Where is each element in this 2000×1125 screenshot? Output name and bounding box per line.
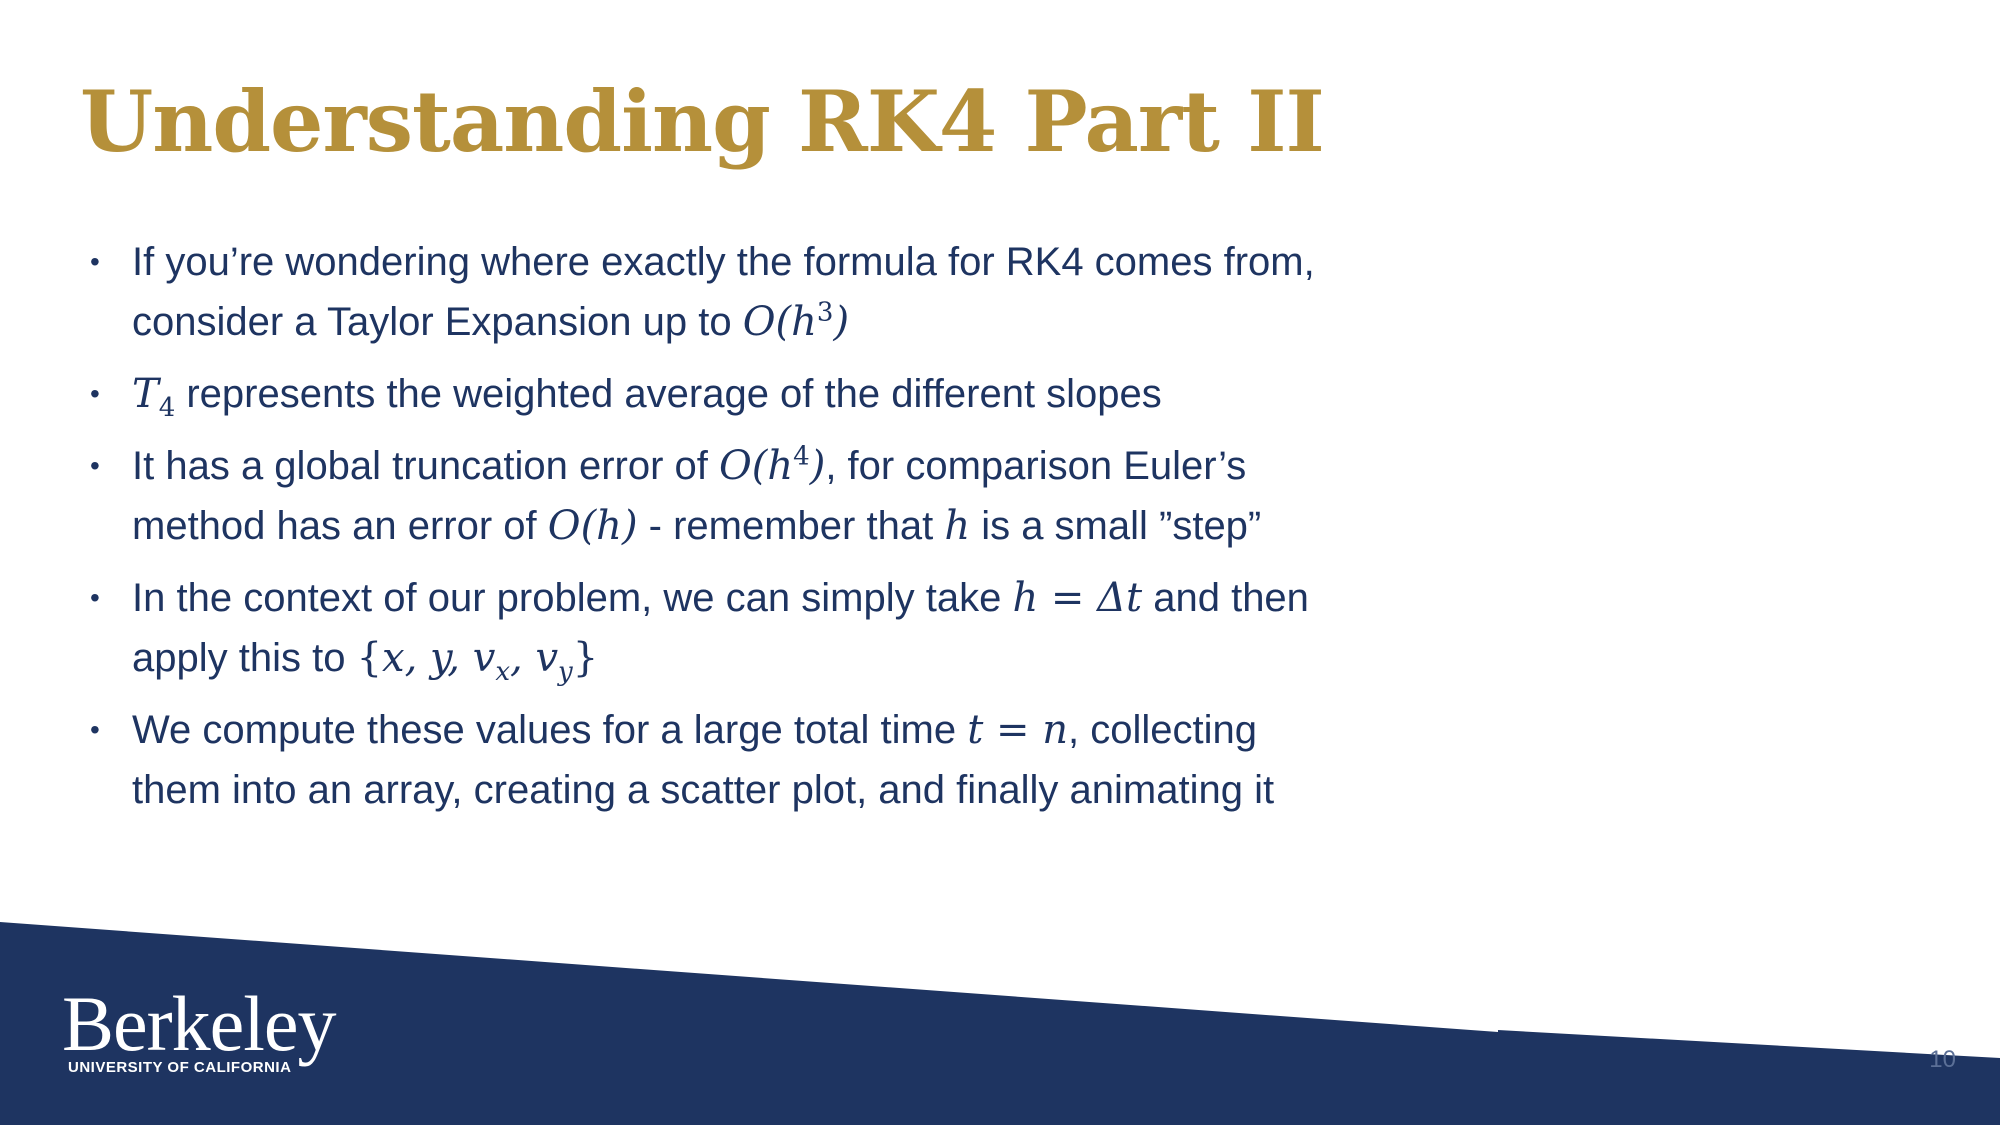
bullet-dot: • xyxy=(90,450,100,481)
logo-subtitle: UNIVERSITY OF CALIFORNIA xyxy=(68,1059,292,1076)
slide-title: Understanding RK4 Part II xyxy=(80,72,1325,171)
bullet-item: • We compute these values for a large to… xyxy=(88,700,1448,820)
bullet-item: • In the context of our problem, we can … xyxy=(88,568,1448,688)
bullet-dot: • xyxy=(90,714,100,745)
math-expression: x, y, v xyxy=(382,635,496,681)
math-expression: h = Δt xyxy=(1012,575,1143,621)
page-number: 10 xyxy=(1929,1046,1956,1073)
berkeley-logo: Berkeley UNIVERSITY OF CALIFORNIA xyxy=(62,980,337,1077)
logo-wordmark: Berkeley xyxy=(62,980,337,1067)
bullet-item: • T4 represents the weighted average of … xyxy=(88,364,1448,424)
bullet-item: • It has a global truncation error of O(… xyxy=(88,436,1448,556)
math-expression: t = n xyxy=(967,707,1069,753)
math-expression: O(h) xyxy=(547,503,638,549)
bullet-item: • If you’re wondering where exactly the … xyxy=(88,232,1448,352)
math-expression: O(h xyxy=(742,299,817,345)
math-expression: T xyxy=(132,371,159,417)
bullet-list: • If you’re wondering where exactly the … xyxy=(88,232,1448,832)
math-expression: O(h xyxy=(719,443,794,489)
bullet-dot: • xyxy=(90,582,100,613)
bullet-dot: • xyxy=(90,246,100,277)
bullet-dot: • xyxy=(90,378,100,409)
